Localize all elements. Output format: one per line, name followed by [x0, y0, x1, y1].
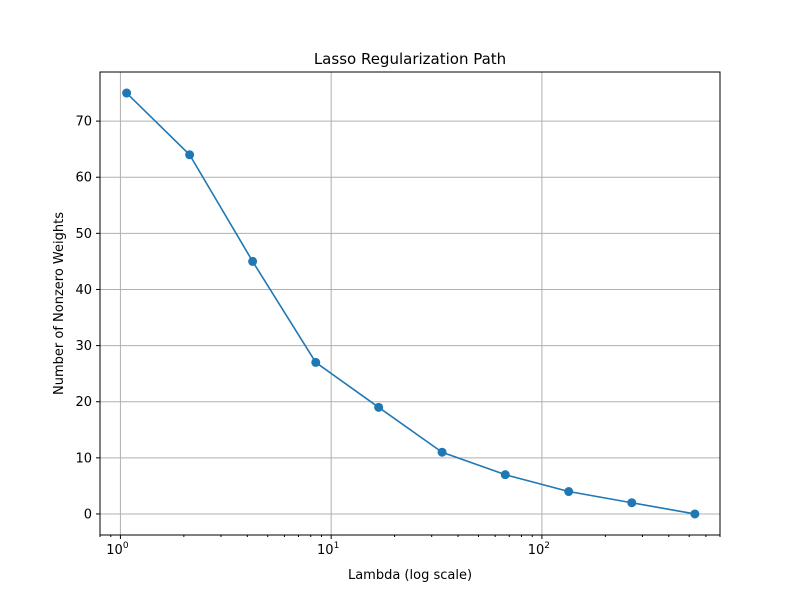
series-layer	[122, 88, 700, 519]
x-tick-label: 101	[317, 541, 339, 558]
data-point	[437, 447, 447, 457]
y-tick-label: 20	[75, 395, 92, 410]
x-tick-label: 100	[106, 541, 129, 558]
data-point	[185, 150, 195, 160]
data-point	[500, 470, 510, 480]
y-tick-label: 50	[75, 227, 92, 242]
x-tick-label: 102	[528, 541, 550, 558]
y-tick-label: 0	[84, 507, 92, 522]
y-tick-label: 30	[75, 339, 92, 354]
y-axis-label: Number of Nonzero Weights	[52, 212, 67, 395]
y-tick-label: 10	[75, 451, 92, 466]
chart-title: Lasso Regularization Path	[314, 50, 506, 68]
x-axis-label: Lambda (log scale)	[348, 568, 472, 583]
data-point	[248, 256, 258, 266]
data-point	[690, 509, 700, 519]
plot-frame	[99, 71, 721, 536]
grid-layer	[100, 72, 720, 535]
y-tick-label: 60	[75, 171, 92, 186]
data-point	[564, 487, 574, 497]
data-point	[122, 88, 132, 98]
series-line	[126, 92, 696, 515]
data-point	[374, 402, 384, 412]
tick-layer: 0 10 20 30 40 50 60 70 100 101 102	[75, 115, 721, 558]
data-point	[311, 357, 321, 367]
y-tick-label: 70	[75, 115, 92, 130]
data-point	[627, 498, 637, 508]
y-tick-label: 40	[75, 283, 92, 298]
